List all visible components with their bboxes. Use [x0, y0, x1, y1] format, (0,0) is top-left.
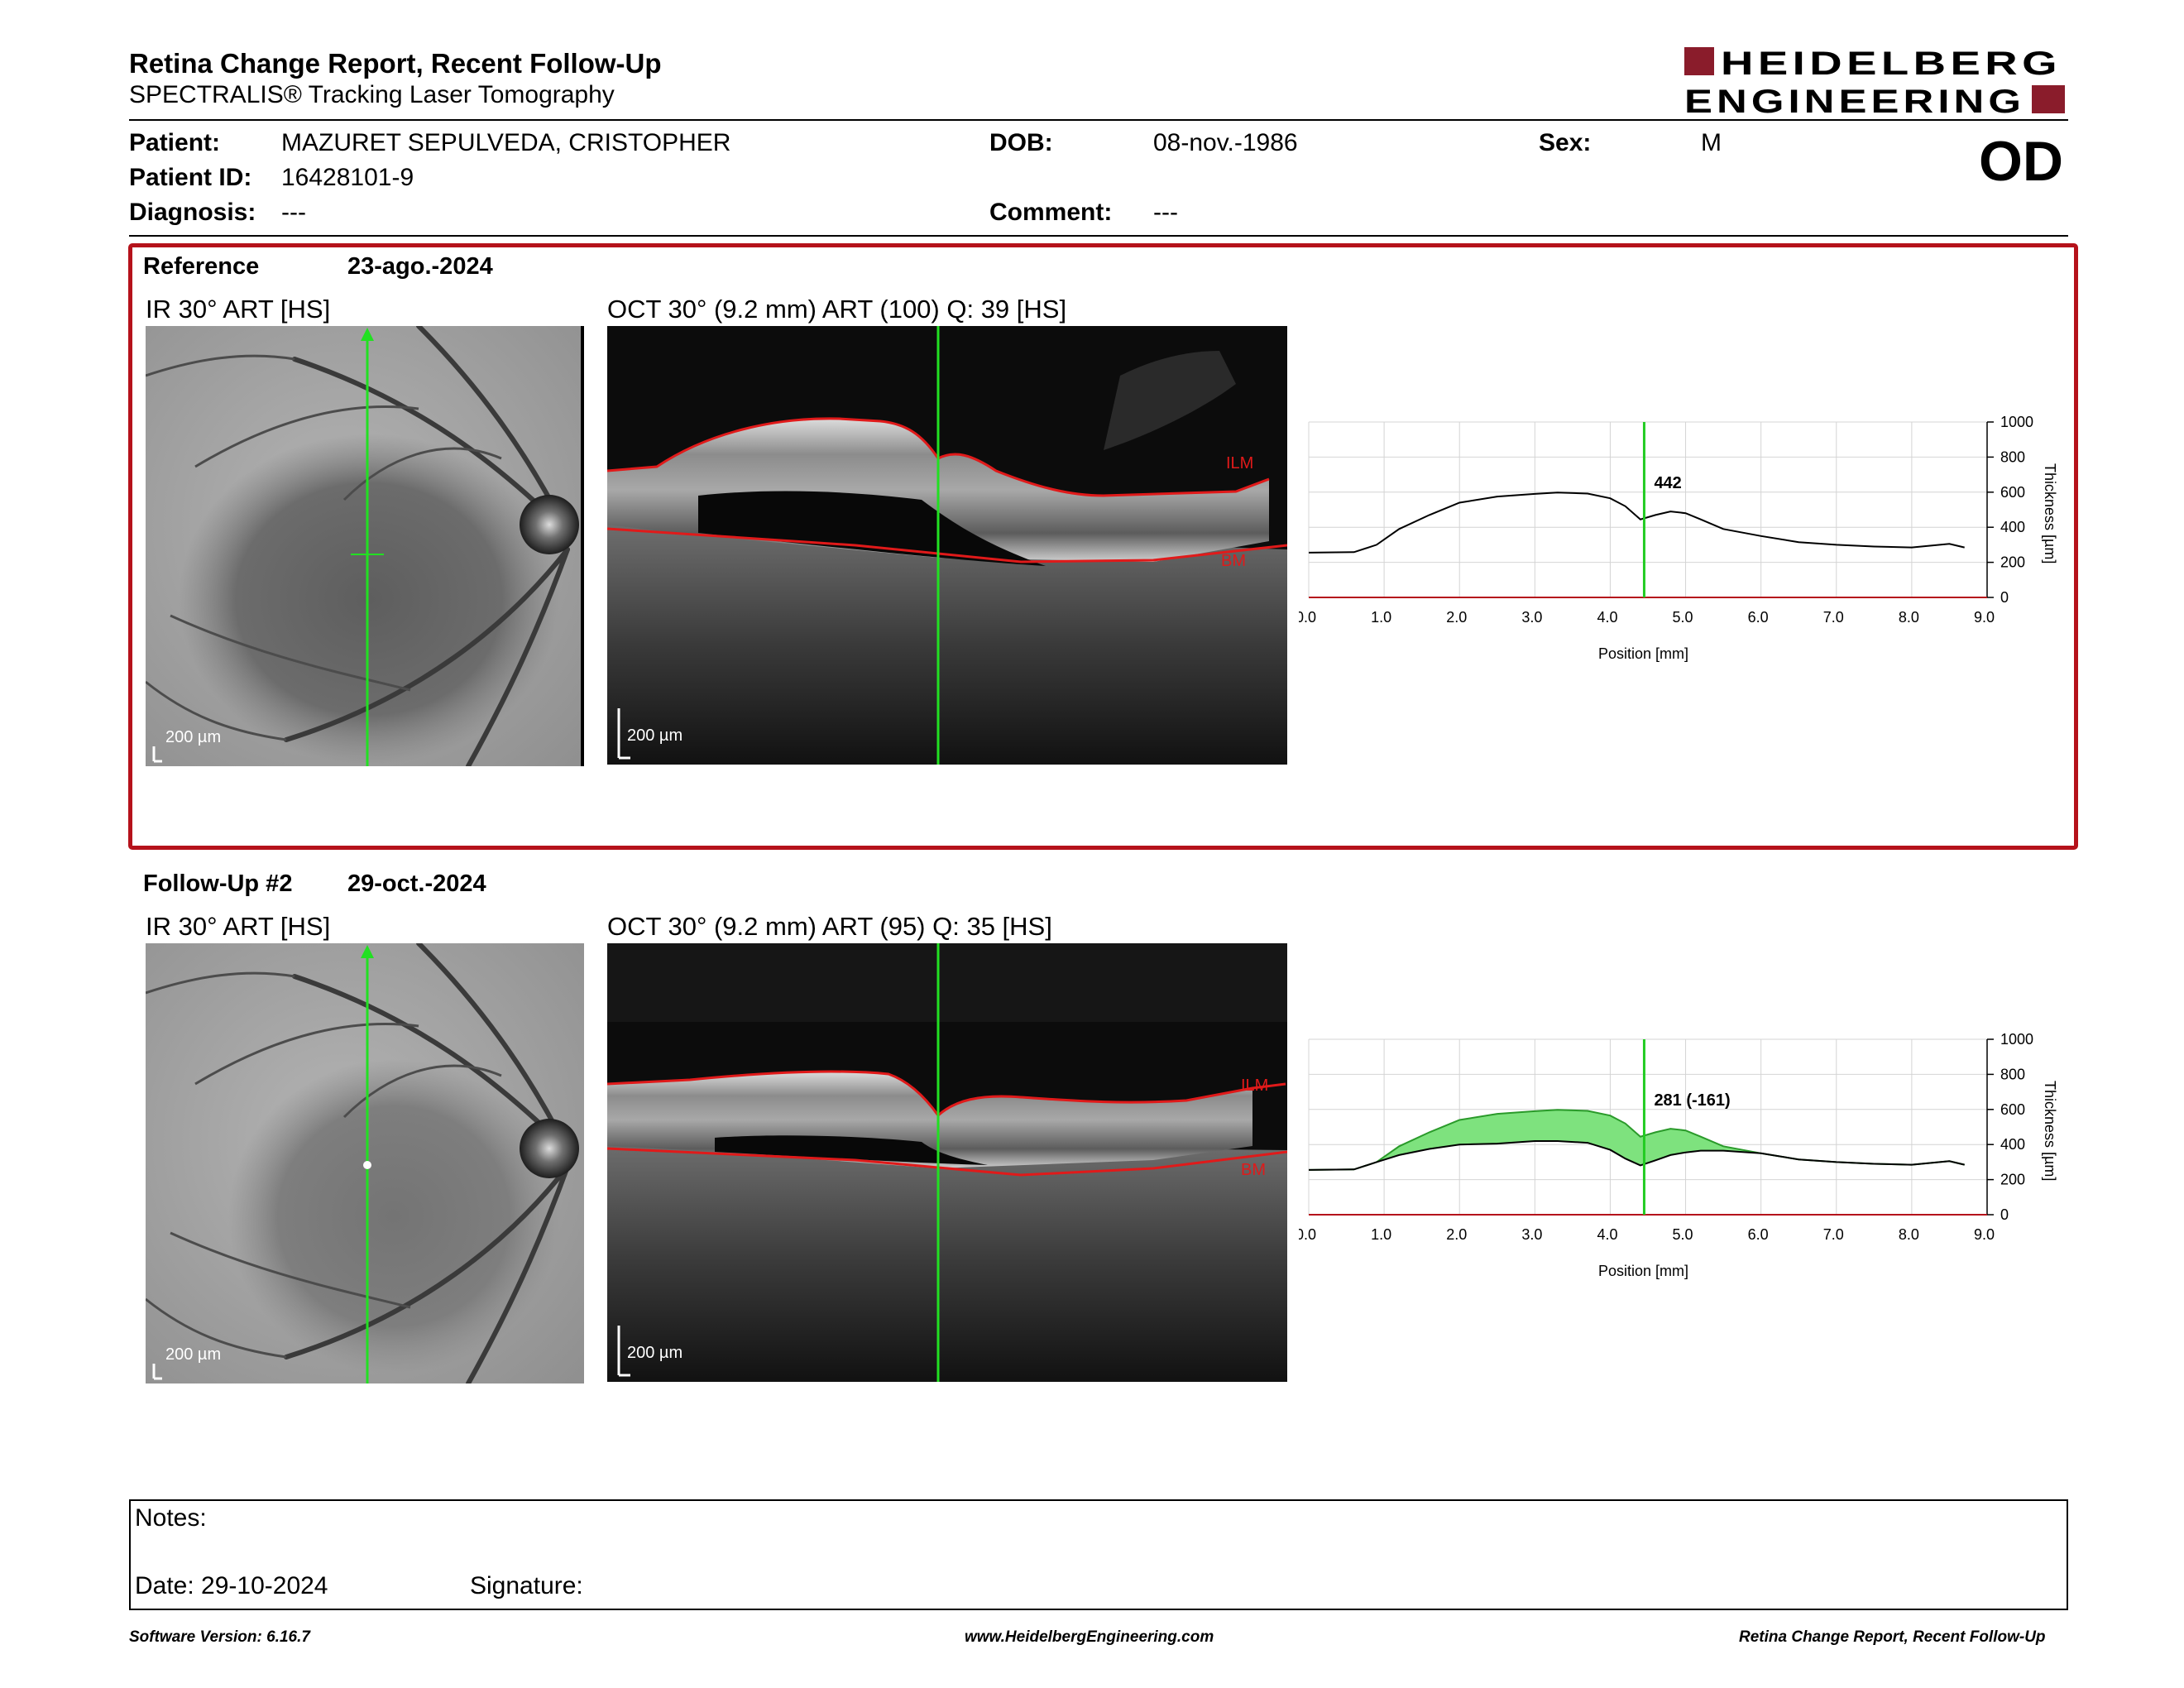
y-tick-label: 1000 — [2000, 414, 2033, 430]
notes-label: Notes: — [135, 1504, 207, 1532]
followup-ir-caption: IR 30° ART [HS] — [146, 912, 331, 941]
x-tick-label: 0.0 — [1299, 1226, 1316, 1243]
reference-date: 23-ago.-2024 — [347, 253, 493, 280]
reference-thickness-chart: 0.0 1.0 2.0 3.0 4.0 5.0 6.0 7.0 8.0 9.0 0 200 400 600… — [1296, 414, 2060, 679]
dob-value: 08-nov.-1986 — [1153, 129, 1298, 156]
thickness-series-line — [1308, 492, 1965, 554]
dob-label: DOB: — [989, 129, 1053, 156]
reference-section-frame — [128, 243, 2078, 850]
footer-software-version: Software Version: 6.16.7 — [129, 1628, 310, 1646]
diagnosis-label: Diagnosis: — [129, 199, 256, 226]
x-tick-label: 6.0 — [1748, 1226, 1769, 1243]
x-tick-label: 7.0 — [1823, 1226, 1844, 1243]
heidelberg-logo: HEIDELBERG ENGINEERING — [1684, 45, 2065, 120]
followup-thickness-chart: 0.0 1.0 2.0 3.0 4.0 5.0 6.0 7.0 8.0 9.0 0 200 400 600… — [1296, 1031, 2060, 1296]
comment-value: --- — [1153, 199, 1178, 226]
x-tick-label: 4.0 — [1597, 1226, 1617, 1243]
reference-oct-bscan-image: ILM BM — [607, 326, 1287, 765]
position-marker-label: 281 (-161) — [1654, 1091, 1730, 1110]
x-tick-label: 7.0 — [1823, 609, 1844, 626]
thickness-difference-area — [1308, 1109, 1965, 1171]
x-tick-label: 0.0 — [1299, 609, 1316, 626]
x-tick-label: 4.0 — [1597, 609, 1617, 626]
y-tick-label: 600 — [2000, 1101, 2025, 1118]
y-tick-label: 800 — [2000, 1066, 2025, 1082]
x-tick-label: 5.0 — [1673, 609, 1693, 626]
y-tick-label: 0 — [2000, 589, 2009, 606]
x-tick-label: 8.0 — [1899, 1226, 1919, 1243]
eye-indicator: OD — [1979, 130, 2063, 193]
reference-label: Reference — [143, 253, 260, 280]
y-tick-label: 200 — [2000, 554, 2025, 571]
followup-ir-fundus-image — [146, 943, 584, 1383]
x-tick-label: 9.0 — [1974, 1226, 1995, 1243]
logo-line1: HEIDELBERG — [1721, 46, 2062, 82]
sex-label: Sex: — [1539, 129, 1592, 156]
x-tick-label: 3.0 — [1521, 609, 1542, 626]
x-tick-label: 2.0 — [1446, 1226, 1467, 1243]
x-tick-label: 2.0 — [1446, 609, 1467, 626]
report-title: Retina Change Report, Recent Follow-Up — [129, 48, 662, 79]
x-tick-label: 9.0 — [1974, 609, 1995, 626]
position-marker-label: 442 — [1654, 474, 1681, 492]
followup-bm-label: BM — [1241, 1161, 1266, 1179]
followup-oct-caption: OCT 30° (9.2 mm) ART (95) Q: 35 [HS] — [607, 912, 1052, 941]
followup-label: Follow-Up #2 — [143, 870, 293, 897]
sex-value: M — [1701, 129, 1722, 156]
followup-ir-scale-label: 200 µm — [165, 1345, 222, 1364]
x-tick-label: 6.0 — [1748, 609, 1769, 626]
y-tick-label: 600 — [2000, 484, 2025, 501]
y-axis-label: Thickness [µm] — [2042, 463, 2058, 563]
followup-date: 29-oct.-2024 — [347, 870, 486, 897]
followup-ilm-label: ILM — [1241, 1077, 1268, 1095]
reference-ir-fundus-image — [146, 326, 584, 766]
report-subtitle: SPECTRALIS® Tracking Laser Tomography — [129, 81, 615, 108]
x-axis-label: Position [mm] — [1598, 645, 1688, 662]
y-tick-label: 400 — [2000, 1136, 2025, 1153]
logo-line2: ENGINEERING — [1684, 84, 2025, 116]
x-axis-label: Position [mm] — [1598, 1263, 1688, 1279]
reference-ir-caption: IR 30° ART [HS] — [146, 295, 331, 324]
followup-oct-scale-label: 200 µm — [627, 1344, 683, 1362]
y-tick-label: 200 — [2000, 1172, 2025, 1188]
y-tick-label: 1000 — [2000, 1031, 2033, 1048]
y-tick-label: 800 — [2000, 448, 2025, 465]
y-tick-label: 400 — [2000, 519, 2025, 535]
reference-ir-scale-label: 200 µm — [165, 728, 222, 746]
patient-name-label: Patient: — [129, 129, 221, 156]
y-axis-label: Thickness [µm] — [2042, 1081, 2058, 1181]
notes-date: Date: 29-10-2024 — [135, 1572, 328, 1599]
y-tick-label: 0 — [2000, 1206, 2009, 1223]
comment-label: Comment: — [989, 199, 1113, 226]
reference-oct-caption: OCT 30° (9.2 mm) ART (100) Q: 39 [HS] — [607, 295, 1067, 324]
footer-report-name: Retina Change Report, Recent Follow-Up — [1739, 1628, 2046, 1646]
signature-label: Signature: — [470, 1572, 583, 1599]
footer-website-link[interactable]: www.HeidelbergEngineering.com — [965, 1628, 1214, 1646]
diagnosis-value: --- — [281, 199, 306, 226]
followup-oct-bscan-image: ILM BM — [607, 943, 1287, 1382]
patient-id: 16428101-9 — [281, 164, 414, 191]
x-tick-label: 8.0 — [1899, 609, 1919, 626]
notes-box[interactable] — [129, 1499, 2068, 1610]
x-tick-label: 1.0 — [1371, 1226, 1391, 1243]
thickness-series-line — [1308, 1140, 1965, 1171]
reference-oct-scale-label: 200 µm — [627, 727, 683, 745]
patient-id-label: Patient ID: — [129, 164, 252, 191]
x-tick-label: 1.0 — [1371, 609, 1391, 626]
x-tick-label: 3.0 — [1521, 1226, 1542, 1243]
reference-bm-label: BM — [1221, 552, 1246, 570]
reference-ilm-label: ILM — [1226, 454, 1253, 472]
x-tick-label: 5.0 — [1673, 1226, 1693, 1243]
patient-name: MAZURET SEPULVEDA, CRISTOPHER — [281, 129, 731, 156]
